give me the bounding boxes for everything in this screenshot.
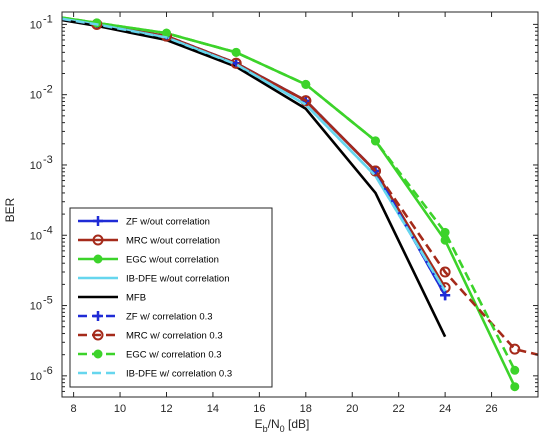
legend-entry: MRC w/out correlation	[78, 234, 220, 247]
legend-entry: ZF w/out correlation	[78, 216, 210, 228]
data-point	[301, 79, 311, 89]
x-tick-label: 18	[300, 403, 312, 415]
data-point	[440, 227, 450, 237]
data-point	[370, 136, 380, 146]
data-point	[439, 266, 451, 278]
legend-label: MRC w/out correlation	[126, 236, 220, 247]
y-tick-exponent: -1	[43, 13, 53, 25]
legend-label: ZF w/ correlation 0.3	[126, 312, 213, 323]
y-tick-exponent: -5	[43, 295, 53, 307]
y-tick-label: 10	[30, 160, 42, 172]
legend-label: MFB	[126, 293, 146, 304]
y-tick-label: 10	[30, 230, 42, 242]
data-point	[510, 382, 520, 392]
series-ib-dfe-w-correlation-0-3	[62, 17, 447, 292]
y-tick-label: 10	[30, 301, 42, 313]
legend-marker	[93, 349, 103, 359]
legend-marker	[93, 216, 103, 226]
legend: ZF w/out correlation MRC w/out correlatio…	[69, 207, 273, 388]
legend-entry: IB-DFE w/out correlation	[78, 274, 229, 285]
y-tick-label: 10	[30, 90, 42, 102]
legend-entry: MFB	[78, 293, 146, 304]
data-point	[440, 290, 451, 301]
legend-label: IB-DFE w/out correlation	[126, 274, 229, 285]
legend-label: IB-DFE w/ correlation 0.3	[126, 369, 232, 380]
x-tick-label: 16	[253, 403, 265, 415]
legend-entry: EGC w/out correlation	[78, 254, 219, 266]
x-axis-label: Eb/N0 [dB]	[255, 417, 310, 434]
legend-entry: EGC w/ correlation 0.3	[78, 349, 222, 361]
legend-label: MRC w/ correlation 0.3	[126, 331, 223, 342]
x-tick-label: 12	[160, 403, 172, 415]
y-tick-label: 10	[30, 371, 42, 383]
legend-entry: MRC w/ correlation 0.3	[78, 329, 223, 342]
legend-entry: IB-DFE w/ correlation 0.3	[78, 369, 232, 380]
legend-entry: ZF w/ correlation 0.3	[78, 311, 213, 323]
y-tick-exponent: -2	[43, 84, 53, 96]
legend-marker	[92, 234, 104, 246]
legend-marker	[93, 254, 103, 264]
y-axis-label: BER	[3, 197, 17, 222]
series-egc-w-correlation-0-3	[62, 16, 520, 375]
x-tick-label: 20	[346, 403, 358, 415]
legend-label: EGC w/ correlation 0.3	[126, 350, 222, 361]
legend-marker	[93, 311, 103, 321]
series-line	[62, 17, 447, 292]
y-tick-label: 10	[30, 19, 42, 31]
data-point	[509, 343, 521, 355]
x-tick-label: 26	[485, 403, 497, 415]
legend-marker	[92, 329, 104, 341]
x-axis-label-sub2: 0	[280, 424, 285, 434]
y-tick-exponent: -6	[43, 365, 53, 377]
x-axis-label-sub1: b	[263, 424, 268, 434]
y-tick-exponent: -4	[43, 224, 53, 236]
x-tick-label: 8	[71, 403, 77, 415]
data-point	[510, 365, 520, 375]
y-tick-exponent: -3	[43, 154, 53, 166]
x-tick-label: 14	[207, 403, 219, 415]
legend-label: ZF w/out correlation	[126, 217, 210, 228]
data-point	[231, 58, 242, 69]
series-line	[62, 16, 516, 371]
x-axis-label-unit: [dB]	[285, 417, 310, 431]
plot-lines	[62, 16, 538, 392]
x-axis-label-mid: /N	[268, 417, 280, 431]
x-axis-label-main: E	[255, 417, 263, 431]
x-tick-label: 22	[393, 403, 405, 415]
x-tick-label: 10	[114, 403, 126, 415]
data-point	[231, 47, 241, 57]
x-tick-label: 24	[439, 403, 451, 415]
axes-frame	[61, 11, 539, 398]
legend-label: EGC w/out correlation	[126, 255, 219, 266]
